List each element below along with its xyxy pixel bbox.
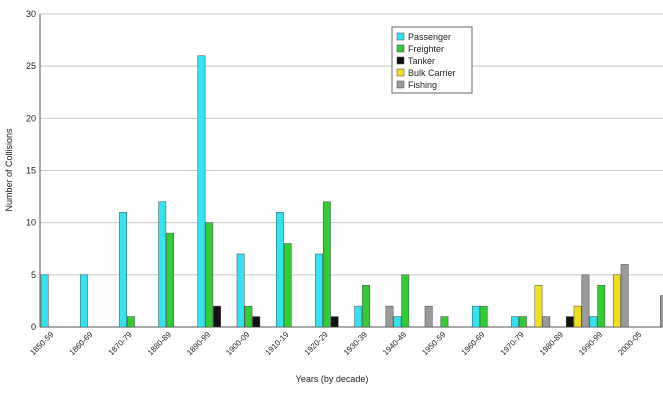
- bar: [440, 316, 449, 328]
- bar: [479, 305, 488, 328]
- y-tick-label: 15: [26, 166, 36, 176]
- bar: [40, 274, 49, 328]
- bar: [275, 211, 284, 328]
- bar: [283, 243, 292, 328]
- legend-swatch: [396, 80, 405, 89]
- bar: [315, 253, 323, 328]
- bar: [424, 305, 433, 328]
- bar: [197, 55, 206, 328]
- bar: [126, 316, 135, 328]
- legend-label: Bulk Carrier: [408, 68, 456, 78]
- y-tick-label: 5: [31, 270, 36, 280]
- bar: [119, 211, 127, 328]
- x-tick-label: 1930-39: [342, 330, 370, 358]
- bar: [166, 232, 174, 328]
- bar: [511, 316, 519, 328]
- y-tick-label: 10: [26, 218, 36, 228]
- bar: [659, 295, 663, 328]
- bar: [79, 274, 88, 328]
- bar: [620, 264, 629, 328]
- bar: [205, 222, 214, 328]
- bar: [158, 201, 167, 328]
- x-tick-label: 1950-59: [420, 330, 448, 358]
- bar: [354, 305, 363, 328]
- y-axis-label: Number of Collisions: [4, 128, 14, 212]
- legend-swatch: [396, 44, 405, 53]
- bar: [362, 285, 370, 328]
- bar: [589, 316, 598, 328]
- x-tick-label: 1850-59: [28, 330, 56, 358]
- bar: [213, 305, 221, 328]
- bar: [322, 201, 331, 328]
- x-tick-label: 1960-69: [459, 330, 487, 358]
- y-tick-label: 25: [26, 61, 36, 71]
- x-tick-label: 1980-89: [538, 330, 566, 358]
- bar: [471, 305, 480, 328]
- x-tick-label: 1990-99: [577, 330, 605, 358]
- x-tick-label: 1970-79: [499, 330, 527, 358]
- bar: [581, 274, 590, 328]
- bar: [573, 305, 582, 328]
- bar: [597, 285, 606, 328]
- legend-label: Tanker: [408, 56, 435, 66]
- x-tick-label: 1860-69: [67, 330, 95, 358]
- legend-swatch: [396, 32, 405, 41]
- x-tick-label: 1880-89: [146, 330, 174, 358]
- y-tick-label: 30: [26, 9, 36, 19]
- bar: [401, 274, 410, 328]
- bar: [330, 316, 339, 328]
- x-tick-label: 1920-29: [303, 330, 331, 358]
- bar: [244, 305, 253, 328]
- legend-label: Freighter: [408, 44, 444, 54]
- bar: [534, 285, 543, 328]
- bar: [612, 274, 621, 328]
- y-tick-label: 20: [26, 113, 36, 123]
- x-tick-label: 1910-19: [263, 330, 291, 358]
- bar: [385, 305, 394, 328]
- legend-label: Passenger: [408, 32, 451, 42]
- legend-swatch: [396, 68, 405, 77]
- legend: Passenger Freighter Tanker Bulk Carrier Fish…: [391, 26, 473, 94]
- x-axis-label: Years (by decade): [296, 374, 369, 384]
- legend-swatch: [396, 56, 405, 65]
- x-tick-label: 2000-05: [616, 330, 644, 358]
- x-tick-label: 1870-79: [107, 330, 135, 358]
- x-tick-label: 1900-09: [224, 330, 252, 358]
- x-tick-label: 1890-99: [185, 330, 213, 358]
- bar: [252, 316, 261, 328]
- bar: [542, 316, 551, 328]
- bar: [518, 316, 527, 328]
- x-tick-label: 1940-49: [381, 330, 409, 358]
- legend-label: Fishing: [408, 80, 437, 90]
- bar: [565, 316, 574, 328]
- y-tick-label: 0: [31, 322, 36, 332]
- legend-box: [391, 26, 473, 94]
- bar: [236, 253, 245, 328]
- bar: [393, 316, 402, 328]
